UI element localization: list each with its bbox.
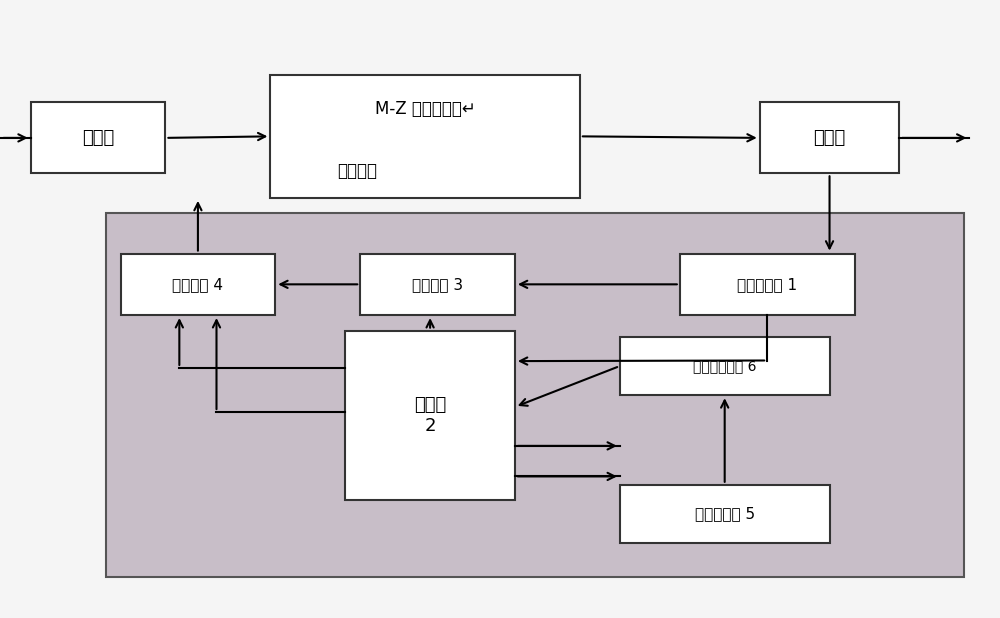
Text: 光电探测器 1: 光电探测器 1 xyxy=(737,277,797,292)
Bar xyxy=(270,75,580,198)
Text: 二阶低通滤波 6: 二阶低通滤波 6 xyxy=(693,359,756,373)
Text: 激光器: 激光器 xyxy=(82,129,114,147)
Bar xyxy=(620,485,830,543)
Text: 控制器
2: 控制器 2 xyxy=(414,396,446,435)
Bar xyxy=(31,103,165,173)
Bar xyxy=(620,337,830,396)
Bar xyxy=(680,253,855,315)
Text: 加法电路 4: 加法电路 4 xyxy=(172,277,223,292)
Text: 直流偏置: 直流偏置 xyxy=(337,162,377,180)
Bar xyxy=(760,103,899,173)
Bar xyxy=(360,253,515,315)
Bar xyxy=(121,253,275,315)
Bar xyxy=(106,213,964,577)
Bar xyxy=(345,331,515,500)
Text: 误差比较器 5: 误差比较器 5 xyxy=(695,507,755,522)
Text: 电压放大 3: 电压放大 3 xyxy=(412,277,463,292)
Text: M-Z 电光调制器↵: M-Z 电光调制器↵ xyxy=(375,100,475,118)
Text: 耦合器: 耦合器 xyxy=(813,129,846,147)
